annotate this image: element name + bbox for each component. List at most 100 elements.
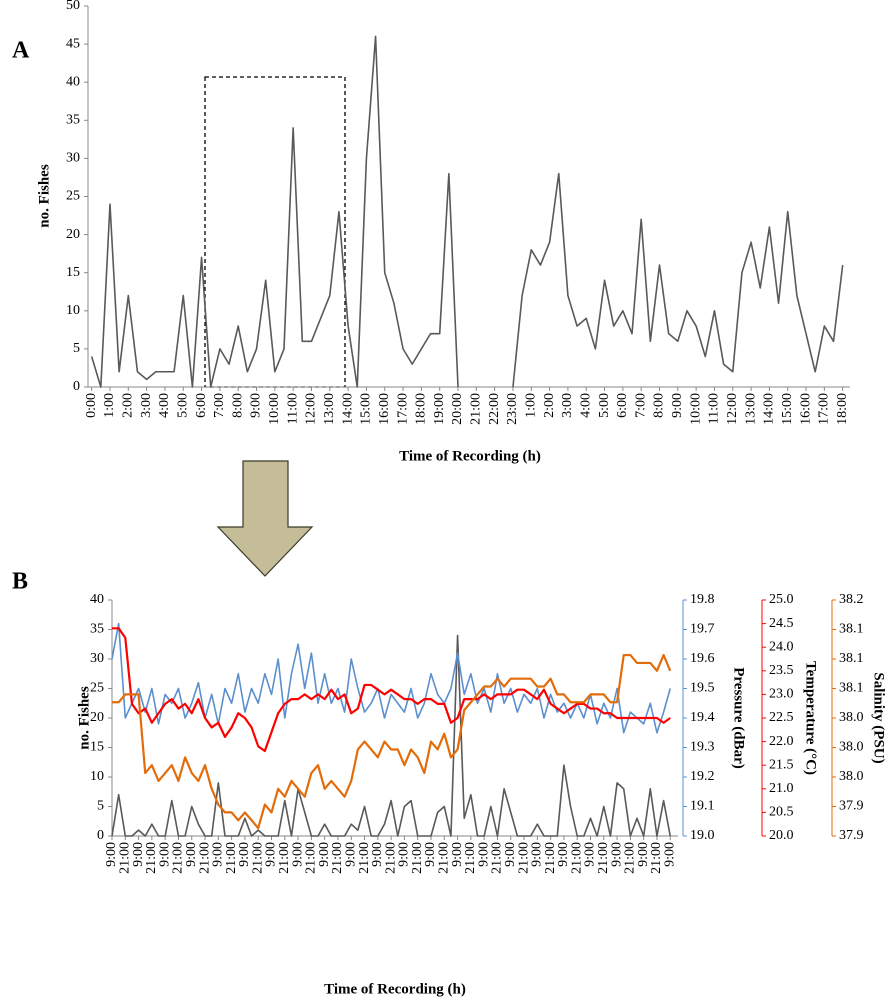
series-line: [111, 622, 672, 734]
x-tick-label: 18:00: [414, 393, 429, 425]
x-tick-label: 17:00: [395, 393, 410, 425]
x-tick-label: 21:00: [250, 842, 265, 874]
x-tick-label: 9:00: [476, 842, 491, 867]
x-tick-label: 14:00: [762, 393, 777, 425]
x-tick-label: 21:00: [171, 842, 186, 874]
x-tick-label: 9:00: [317, 842, 332, 867]
x-tick-label: 9:00: [583, 842, 598, 867]
x-tick-label: 21:00: [469, 393, 484, 425]
x-tick-label: 8:00: [652, 393, 667, 418]
x-tick-label: 16:00: [377, 393, 392, 425]
y3-tick-label: 22.0: [769, 734, 794, 749]
x-tick-label: 21:00: [649, 842, 664, 874]
x-tick-label: 4:00: [157, 393, 172, 418]
y-tick-label: 10: [66, 303, 80, 318]
y4-tick-label: 38.1: [839, 622, 864, 637]
y3-tick-label: 25.0: [769, 592, 794, 607]
x-tick-label: 9:00: [290, 842, 305, 867]
x-tick-label: 15:00: [780, 393, 795, 425]
x-tick-label: 9:00: [556, 842, 571, 867]
highlight-box: [204, 76, 346, 388]
x-tick-label: 5:00: [175, 393, 190, 418]
x-tick-label: 2:00: [121, 393, 136, 418]
y4-tick-label: 38.1: [839, 651, 864, 666]
series-line: [90, 35, 844, 388]
y4-tick-label: 38.1: [839, 681, 864, 696]
x-tick-label: 21:00: [596, 842, 611, 874]
y2-axis-title: Pressure (dBar): [731, 667, 747, 769]
y3-tick-label: 23.0: [769, 687, 794, 702]
x-tick-label: 9:00: [530, 842, 545, 867]
x-tick-label: 9:00: [397, 842, 412, 867]
x-tick-label: 21:00: [516, 842, 531, 874]
y-tick-label: 35: [66, 113, 80, 128]
y2-tick-label: 19.3: [690, 740, 715, 755]
y4-tick-label: 38.0: [839, 710, 864, 725]
y-tick-label: 25: [66, 189, 80, 204]
x-axis-title: Time of Recording (h): [324, 981, 466, 997]
x-tick-label: 19:00: [432, 393, 447, 425]
x-tick-label: 21:00: [357, 842, 372, 874]
x-tick-label: 9:00: [609, 842, 624, 867]
y4-tick-label: 37.9: [839, 799, 864, 814]
x-axis-title: Time of Recording (h): [399, 448, 541, 464]
series-line: [112, 627, 671, 753]
y-tick-label: 40: [66, 74, 80, 89]
y-tick-label: 15: [66, 265, 80, 280]
x-tick-label: 21:00: [330, 842, 345, 874]
x-tick-label: 9:00: [131, 842, 146, 867]
x-tick-label: 21:00: [623, 842, 638, 874]
x-tick-label: 0:00: [84, 393, 99, 418]
y-tick-label: 45: [66, 36, 80, 51]
x-tick-label: 6:00: [615, 393, 630, 418]
y2-tick-label: 19.0: [690, 828, 715, 843]
x-tick-label: 6:00: [194, 393, 209, 418]
x-tick-label: 21:00: [490, 842, 505, 874]
y2-tick-label: 19.1: [690, 799, 715, 814]
y4-tick-label: 38.0: [839, 769, 864, 784]
x-tick-label: 21:00: [197, 842, 212, 874]
x-tick-label: 9:00: [636, 842, 651, 867]
x-tick-label: 9:00: [343, 842, 358, 867]
x-tick-label: 18:00: [835, 393, 850, 425]
x-tick-label: 8:00: [230, 393, 245, 418]
x-tick-label: 21:00: [304, 842, 319, 874]
x-tick-label: 3:00: [560, 393, 575, 418]
x-tick-label: 13:00: [743, 393, 758, 425]
y-tick-label: 50: [66, 0, 80, 13]
y2-tick-label: 19.4: [690, 710, 715, 725]
series-line: [112, 653, 672, 830]
x-tick-label: 11:00: [285, 393, 300, 424]
arrow: [216, 460, 314, 577]
y-tick-label: 10: [90, 769, 104, 784]
y-tick-label: 20: [66, 227, 80, 242]
y-tick-label: 20: [90, 710, 104, 725]
x-tick-label: 9:00: [157, 842, 172, 867]
y2-tick-label: 19.7: [690, 622, 715, 637]
y3-tick-label: 24.5: [769, 616, 794, 631]
x-tick-label: 12:00: [725, 393, 740, 425]
y-tick-label: 35: [90, 622, 104, 637]
x-tick-label: 21:00: [410, 842, 425, 874]
y-tick-label: 40: [90, 592, 104, 607]
x-tick-label: 9:00: [670, 393, 685, 418]
x-tick-label: 21:00: [543, 842, 558, 874]
x-tick-label: 3:00: [139, 393, 154, 418]
x-tick-label: 21:00: [277, 842, 292, 874]
y-tick-label: 5: [73, 341, 80, 356]
y-tick-label: 15: [90, 740, 104, 755]
x-tick-label: 10:00: [688, 393, 703, 425]
x-tick-label: 5:00: [597, 393, 612, 418]
series-line: [111, 634, 672, 837]
x-tick-label: 9:00: [370, 842, 385, 867]
x-tick-label: 9:00: [104, 842, 119, 867]
x-tick-label: 16:00: [798, 393, 813, 425]
x-tick-label: 9:00: [450, 842, 465, 867]
x-tick-label: 7:00: [633, 393, 648, 418]
x-tick-label: 21:00: [118, 842, 133, 874]
y3-tick-label: 21.0: [769, 781, 794, 796]
x-tick-label: 4:00: [578, 393, 593, 418]
y4-tick-label: 38.0: [839, 740, 864, 755]
y2-tick-label: 19.5: [690, 681, 715, 696]
y4-axis-title: Salinity (PSU): [871, 672, 887, 763]
